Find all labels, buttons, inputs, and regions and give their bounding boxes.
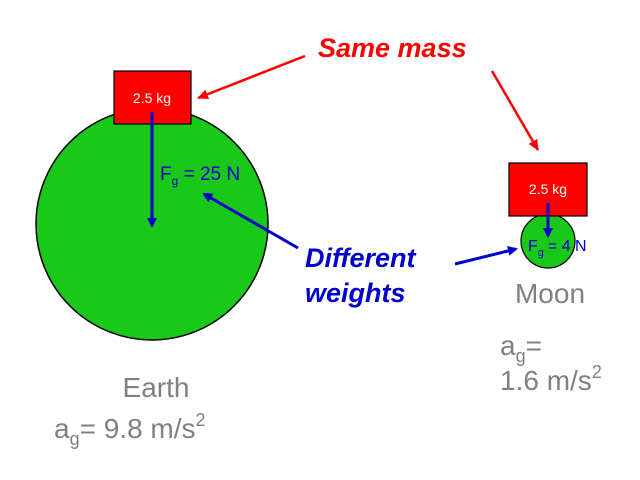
- earth-accel-sub: g: [70, 429, 80, 449]
- different-weights-callout: Different weights: [305, 243, 423, 308]
- earth-force-sub: g: [172, 174, 179, 188]
- moon-name: Moon: [515, 278, 585, 309]
- moon-accel-sub: g: [516, 346, 526, 366]
- moon-acceleration-line1: ag=: [500, 330, 542, 366]
- same-mass-callout: Same mass: [318, 33, 467, 63]
- moon-accel-value: 1.6 m/s: [500, 365, 592, 396]
- earth-force-value: = 25 N: [178, 164, 240, 185]
- same-mass-arrow-right: [490, 70, 540, 151]
- earth-acceleration: ag= 9.8 m/s2: [54, 410, 206, 449]
- moon-accel-a: a: [500, 330, 516, 361]
- earth-accel-a: a: [54, 413, 70, 444]
- moon-mass-label: 2.5 kg: [529, 181, 567, 197]
- different-weights-line1: Different: [305, 243, 417, 273]
- moon-force-label: Fg = 4 N: [528, 238, 587, 259]
- moon-force-sub: g: [538, 247, 544, 259]
- earth-accel-sup: 2: [196, 410, 206, 430]
- earth-force-F: F: [160, 164, 172, 185]
- earth-mass-label: 2.5 kg: [133, 90, 171, 106]
- moon-force-value: = 4 N: [548, 238, 587, 255]
- different-weights-line2: weights: [305, 278, 406, 308]
- moon-accel-sup: 2: [592, 362, 602, 382]
- moon-accel-eq: =: [526, 330, 542, 361]
- earth-force-label: Fg = 25 N: [160, 164, 240, 188]
- different-weights-arrow-left: [202, 192, 299, 250]
- earth-accel-value: = 9.8 m/s: [80, 413, 196, 444]
- different-weights-arrow-right: [454, 246, 518, 266]
- earth-name: Earth: [123, 372, 190, 403]
- same-mass-arrow-left: [197, 54, 306, 100]
- moon-acceleration-line2: 1.6 m/s2: [500, 362, 602, 396]
- moon-force-F: F: [528, 238, 538, 255]
